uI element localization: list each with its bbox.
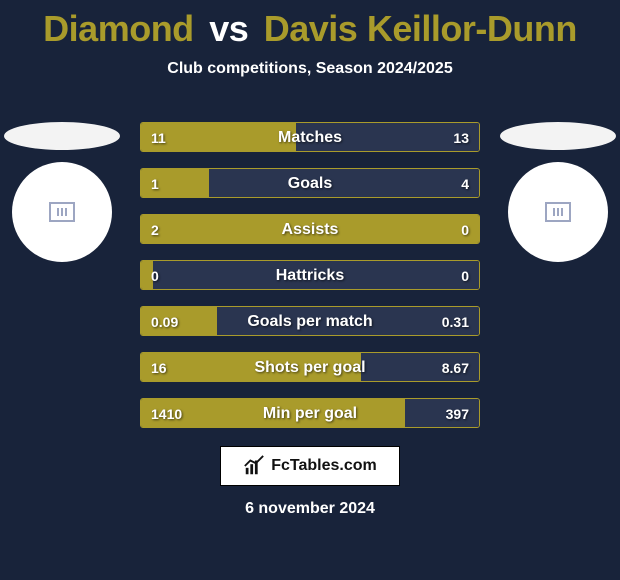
- stat-value-left: 0.09: [141, 307, 188, 336]
- player2-club-circle: [508, 162, 608, 262]
- stat-value-left: 16: [141, 353, 177, 382]
- chart-icon: [243, 455, 265, 477]
- comparison-bars: Matches1113Goals14Assists20Hattricks00Go…: [140, 122, 480, 444]
- player2-flag-icon: [500, 122, 616, 150]
- player1-flag-icon: [4, 122, 120, 150]
- stat-value-left: 0: [141, 261, 169, 290]
- footer-logo: FcTables.com: [220, 446, 400, 486]
- stat-row: Hattricks0 0: [140, 260, 480, 290]
- player1-club-badge-icon: [49, 202, 75, 222]
- stat-label: Matches: [141, 123, 479, 152]
- stat-row: Matches11 13: [140, 122, 480, 152]
- player2-avatar-zone: [498, 122, 618, 262]
- stat-value-right: 397: [436, 399, 479, 428]
- comparison-title: Diamond vs Davis Keillor-Dunn: [0, 0, 620, 50]
- stat-value-right: 13: [443, 123, 479, 152]
- stat-label: Shots per goal: [141, 353, 479, 382]
- stat-row: Goals per match0.09 0.31: [140, 306, 480, 336]
- stat-value-right: 0: [451, 261, 479, 290]
- player1-avatar-zone: [2, 122, 122, 262]
- player2-name: Davis Keillor-Dunn: [264, 8, 577, 49]
- footer-date: 6 november 2024: [0, 500, 620, 518]
- stat-value-left: 1410: [141, 399, 192, 428]
- stat-label: Hattricks: [141, 261, 479, 290]
- stat-value-right: 0.31: [432, 307, 479, 336]
- stat-value-right: 4: [451, 169, 479, 198]
- stat-row: Min per goal1410397: [140, 398, 480, 428]
- stat-value-right: 0: [451, 215, 479, 244]
- stat-label: Assists: [141, 215, 479, 244]
- vs-label: vs: [209, 8, 248, 49]
- stat-value-left: 1: [141, 169, 169, 198]
- stat-value-left: 2: [141, 215, 169, 244]
- stat-row: Shots per goal16 8.67: [140, 352, 480, 382]
- subtitle: Club competitions, Season 2024/2025: [0, 60, 620, 78]
- player1-club-circle: [12, 162, 112, 262]
- stat-row: Assists2 0: [140, 214, 480, 244]
- stat-value-right: 8.67: [432, 353, 479, 382]
- footer-logo-text: FcTables.com: [271, 457, 377, 475]
- stat-value-left: 11: [141, 123, 176, 152]
- player2-club-badge-icon: [545, 202, 571, 222]
- player1-name: Diamond: [43, 8, 194, 49]
- stat-row: Goals1 4: [140, 168, 480, 198]
- stat-label: Goals per match: [141, 307, 479, 336]
- stat-label: Goals: [141, 169, 479, 198]
